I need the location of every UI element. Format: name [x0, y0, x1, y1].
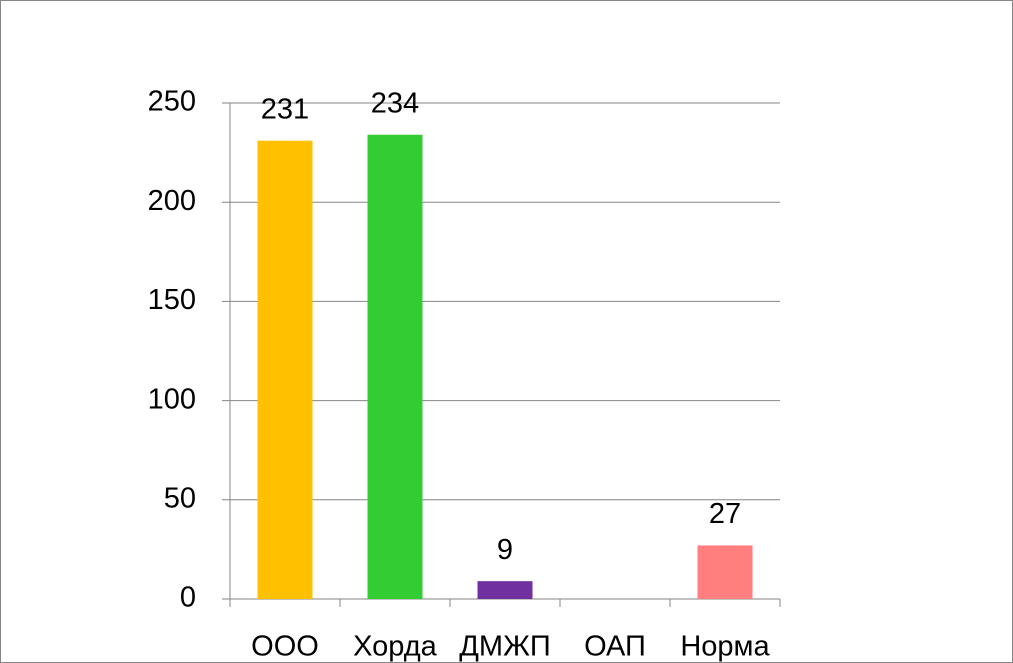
- bar: [477, 581, 533, 599]
- bar: [257, 140, 313, 600]
- x-tick-label: Норма: [680, 631, 770, 663]
- data-label: 231: [261, 93, 309, 125]
- y-tick-label: 0: [180, 582, 196, 614]
- data-label: 9: [497, 534, 513, 566]
- x-tick-label: Хорда: [353, 631, 438, 663]
- bar: [367, 134, 423, 599]
- y-tick-label: 200: [148, 185, 196, 217]
- y-tick-label: 250: [148, 86, 196, 118]
- x-tick-label: ОАП: [584, 631, 646, 663]
- y-tick-label: 100: [148, 383, 196, 415]
- bar: [697, 545, 753, 599]
- x-tick-label: ООО: [251, 631, 319, 663]
- data-label: 27: [709, 498, 741, 530]
- y-tick-label: 150: [148, 284, 196, 316]
- y-tick-label: 50: [164, 482, 196, 514]
- x-tick-label: ДМЖП: [459, 631, 550, 663]
- data-label: 234: [371, 87, 419, 119]
